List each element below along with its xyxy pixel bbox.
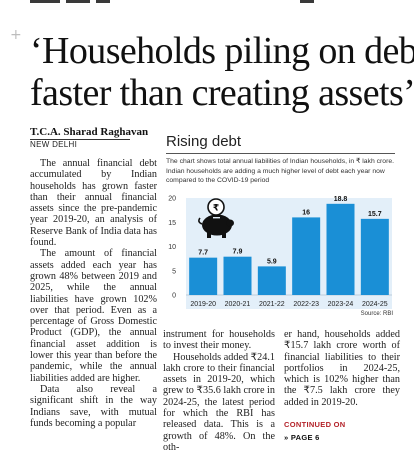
byline-rule xyxy=(30,139,130,140)
body-column-right: er hand, households added ₹15.7 lakh cro… xyxy=(284,329,400,408)
bar-value-label: 16 xyxy=(302,209,310,216)
y-tick-label: 20 xyxy=(168,196,176,203)
bar xyxy=(257,266,286,295)
headline-line: faster than creating assets’ xyxy=(30,72,414,114)
bar-value-label: 18.8 xyxy=(334,196,348,203)
body-paragraph: Data also reveal a significant shift in … xyxy=(30,383,157,429)
bar xyxy=(292,217,321,295)
top-rule-segment xyxy=(300,0,314,3)
bar xyxy=(223,256,252,295)
continued-page-link[interactable]: » PAGE 6 xyxy=(284,433,320,442)
chart-plot: ₹ 0 5 10 15 20 7.7 2019-20 7.9 2020-21 5.9 2021-22… xyxy=(168,196,392,308)
bar-value-label: 7.9 xyxy=(233,249,243,256)
x-tick-label: 2019-20 xyxy=(190,301,216,308)
dateline: NEW DELHI xyxy=(30,140,78,149)
top-rule-segment xyxy=(66,0,90,3)
chart-source: Source: RBI xyxy=(360,311,393,317)
bar-value-label: 7.7 xyxy=(198,250,208,257)
top-rule-segment xyxy=(30,0,60,3)
x-tick-label: 2023-24 xyxy=(328,301,354,308)
chart-title-rule xyxy=(166,153,395,154)
x-tick-label: 2020-21 xyxy=(225,301,251,308)
y-tick-label: 0 xyxy=(172,293,176,300)
y-tick-label: 10 xyxy=(168,244,176,251)
bar xyxy=(189,257,218,295)
plus-icon: + xyxy=(10,27,22,43)
chart-rising-debt: Rising debt The chart shows total annual… xyxy=(162,133,399,325)
headline: ‘Households piling on debt faster than cr… xyxy=(30,30,414,114)
body-paragraph: Households added ₹24.1 lakh crore to the… xyxy=(163,351,275,453)
bar xyxy=(360,218,389,295)
svg-text:₹: ₹ xyxy=(213,204,219,214)
x-tick-label: 2024-25 xyxy=(362,301,388,308)
x-tick-label: 2021-22 xyxy=(259,301,285,308)
top-rule xyxy=(0,0,414,6)
byline: T.C.A. Sharad Raghavan xyxy=(30,126,149,138)
body-paragraph: The amount of financial assets added eac… xyxy=(30,248,157,384)
continued-on-label: CONTINUED ON xyxy=(284,420,346,429)
bar-value-label: 15.7 xyxy=(368,211,382,218)
body-paragraph: The annual financial debt accumulated by… xyxy=(30,158,158,249)
y-tick-label: 5 xyxy=(172,268,176,275)
bar xyxy=(326,203,355,295)
body-paragraph: er hand, households added ₹15.7 lakh cro… xyxy=(284,329,400,408)
body-paragraph: instrument for households to invest thei… xyxy=(163,329,275,352)
headline-line: ‘Households piling on debt xyxy=(30,30,414,72)
y-tick-label: 15 xyxy=(168,220,176,227)
bar-value-label: 5.9 xyxy=(267,258,277,265)
body-column-left: The annual financial debt accumulated by… xyxy=(30,158,157,429)
chart-title: Rising debt xyxy=(166,133,242,150)
x-tick-label: 2022-23 xyxy=(293,301,319,308)
top-rule-segment xyxy=(96,0,110,3)
chart-subtitle: The chart shows total annual liabilities… xyxy=(166,158,394,185)
piggy-bank-icon: ₹ xyxy=(198,198,234,238)
body-column-middle: instrument for households to invest thei… xyxy=(163,329,275,453)
